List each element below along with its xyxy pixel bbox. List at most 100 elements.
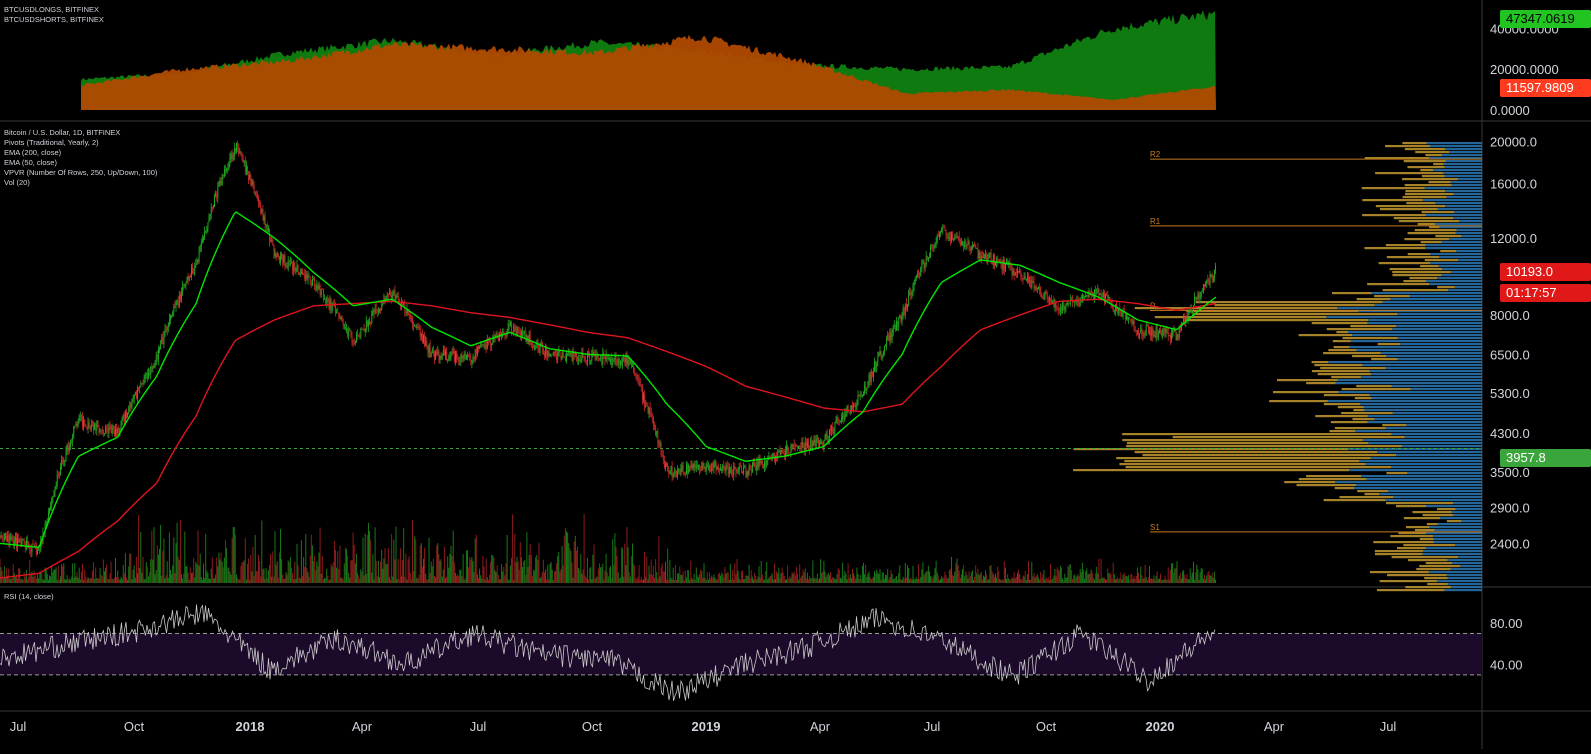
volume-bar bbox=[938, 575, 939, 583]
volume-bar bbox=[584, 514, 585, 583]
volume-bar bbox=[550, 564, 551, 583]
candle-body bbox=[11, 536, 12, 538]
vpvr-down-bar bbox=[1116, 457, 1371, 459]
candle-body bbox=[1196, 298, 1197, 299]
rsi-legend[interactable]: RSI (14, close) bbox=[4, 592, 54, 602]
candle-body bbox=[763, 465, 764, 468]
ema200-legend[interactable]: EMA (200, close) bbox=[4, 148, 61, 158]
candle-body bbox=[738, 470, 739, 472]
candle-body bbox=[942, 227, 943, 231]
vpvr-up-bar bbox=[1359, 460, 1482, 462]
vpvr-up-bar bbox=[1351, 340, 1482, 342]
candle-body bbox=[142, 383, 143, 384]
candle-body bbox=[1176, 330, 1177, 340]
vpvr-up-bar bbox=[1426, 505, 1482, 507]
candle-body bbox=[112, 426, 113, 433]
vpvr-down-bar bbox=[1364, 247, 1425, 249]
candle-body bbox=[719, 470, 720, 471]
volume-bar bbox=[357, 573, 358, 583]
volume-bar bbox=[488, 580, 489, 583]
candle-body bbox=[662, 455, 663, 456]
volume-bar bbox=[1101, 559, 1102, 583]
candle-body bbox=[324, 299, 325, 300]
candle-body bbox=[258, 198, 259, 203]
vpvr-down-bar bbox=[1306, 382, 1335, 384]
volume-bar bbox=[1164, 576, 1165, 583]
vpvr-down-bar bbox=[1427, 583, 1448, 585]
price-axis-tick: 4300.0 bbox=[1490, 426, 1530, 441]
candle-body bbox=[558, 351, 559, 352]
volume-bar bbox=[1146, 577, 1147, 583]
vpvr-legend[interactable]: VPVR (Number Of Rows, 250, Up/Down, 100) bbox=[4, 168, 157, 178]
volume-bar bbox=[191, 573, 192, 583]
volume-bar bbox=[928, 566, 929, 583]
vpvr-up-bar bbox=[1429, 571, 1482, 573]
vpvr-down-bar bbox=[1343, 337, 1398, 339]
volume-bar bbox=[1124, 572, 1125, 583]
volume-bar bbox=[876, 570, 877, 583]
vpvr-down-bar bbox=[1386, 502, 1453, 504]
volume-bar bbox=[633, 564, 634, 583]
volume-bar bbox=[178, 557, 179, 583]
volume-bar bbox=[955, 563, 956, 583]
longs-legend[interactable]: BTCUSDLONGS, BITFINEX bbox=[4, 5, 99, 15]
volume-bar bbox=[363, 538, 364, 583]
volume-bar bbox=[800, 578, 801, 583]
vpvr-up-bar bbox=[1371, 373, 1482, 375]
volume-bar bbox=[715, 578, 716, 583]
volume-bar bbox=[1119, 578, 1120, 583]
vol-legend[interactable]: Vol (20) bbox=[4, 178, 30, 188]
volume-bar bbox=[935, 568, 936, 583]
vpvr-down-bar bbox=[1422, 211, 1455, 213]
volume-bar bbox=[836, 579, 837, 583]
vpvr-up-bar bbox=[1371, 457, 1482, 459]
candle-body bbox=[406, 312, 407, 314]
volume-bar bbox=[958, 565, 959, 583]
vpvr-up-bar bbox=[1422, 553, 1482, 555]
volume-bar bbox=[188, 573, 189, 583]
vpvr-down-bar bbox=[1383, 289, 1448, 291]
volume-bar bbox=[592, 555, 593, 583]
volume-bar bbox=[124, 573, 125, 583]
volume-bar bbox=[1136, 576, 1137, 583]
candle-body bbox=[34, 544, 35, 545]
candle-body bbox=[137, 388, 138, 398]
volume-bar bbox=[115, 558, 116, 583]
volume-bar bbox=[589, 568, 590, 583]
volume-bar bbox=[1181, 578, 1182, 583]
candle-body bbox=[866, 388, 867, 391]
shorts-legend[interactable]: BTCUSDSHORTS, BITFINEX bbox=[4, 15, 104, 25]
candle-body bbox=[176, 303, 177, 307]
candle-body bbox=[855, 406, 856, 407]
volume-bar bbox=[63, 563, 64, 583]
volume-bar bbox=[708, 580, 709, 583]
volume-bar bbox=[1, 567, 2, 583]
volume-bar bbox=[298, 566, 299, 583]
candle-body bbox=[87, 427, 88, 428]
ema50-legend[interactable]: EMA (50, close) bbox=[4, 158, 57, 168]
candle-body bbox=[916, 276, 917, 279]
volume-bar bbox=[69, 578, 70, 583]
vpvr-up-bar bbox=[1368, 421, 1482, 423]
vpvr-down-bar bbox=[1422, 175, 1445, 177]
vpvr-up-bar bbox=[1443, 163, 1482, 165]
candle-body bbox=[723, 465, 724, 467]
vpvr-up-bar bbox=[1388, 490, 1482, 492]
candle-body bbox=[288, 261, 289, 269]
volume-bar bbox=[1131, 574, 1132, 583]
vpvr-up-bar bbox=[1407, 472, 1482, 474]
vpvr-down-bar bbox=[1335, 487, 1354, 489]
volume-bar bbox=[630, 576, 631, 583]
candle-body bbox=[884, 346, 885, 352]
candle-body bbox=[463, 357, 464, 358]
candle-body bbox=[821, 442, 822, 443]
vpvr-down-bar bbox=[1405, 586, 1451, 588]
volume-bar bbox=[192, 573, 193, 583]
candle-body bbox=[873, 372, 874, 377]
pivots-legend[interactable]: Pivots (Traditional, Yearly, 2) bbox=[4, 138, 99, 148]
candle-body bbox=[615, 355, 616, 360]
volume-bar bbox=[729, 580, 730, 583]
volume-bar bbox=[1188, 579, 1189, 583]
symbol-legend[interactable]: Bitcoin / U.S. Dollar, 1D, BITFINEX bbox=[4, 128, 120, 138]
